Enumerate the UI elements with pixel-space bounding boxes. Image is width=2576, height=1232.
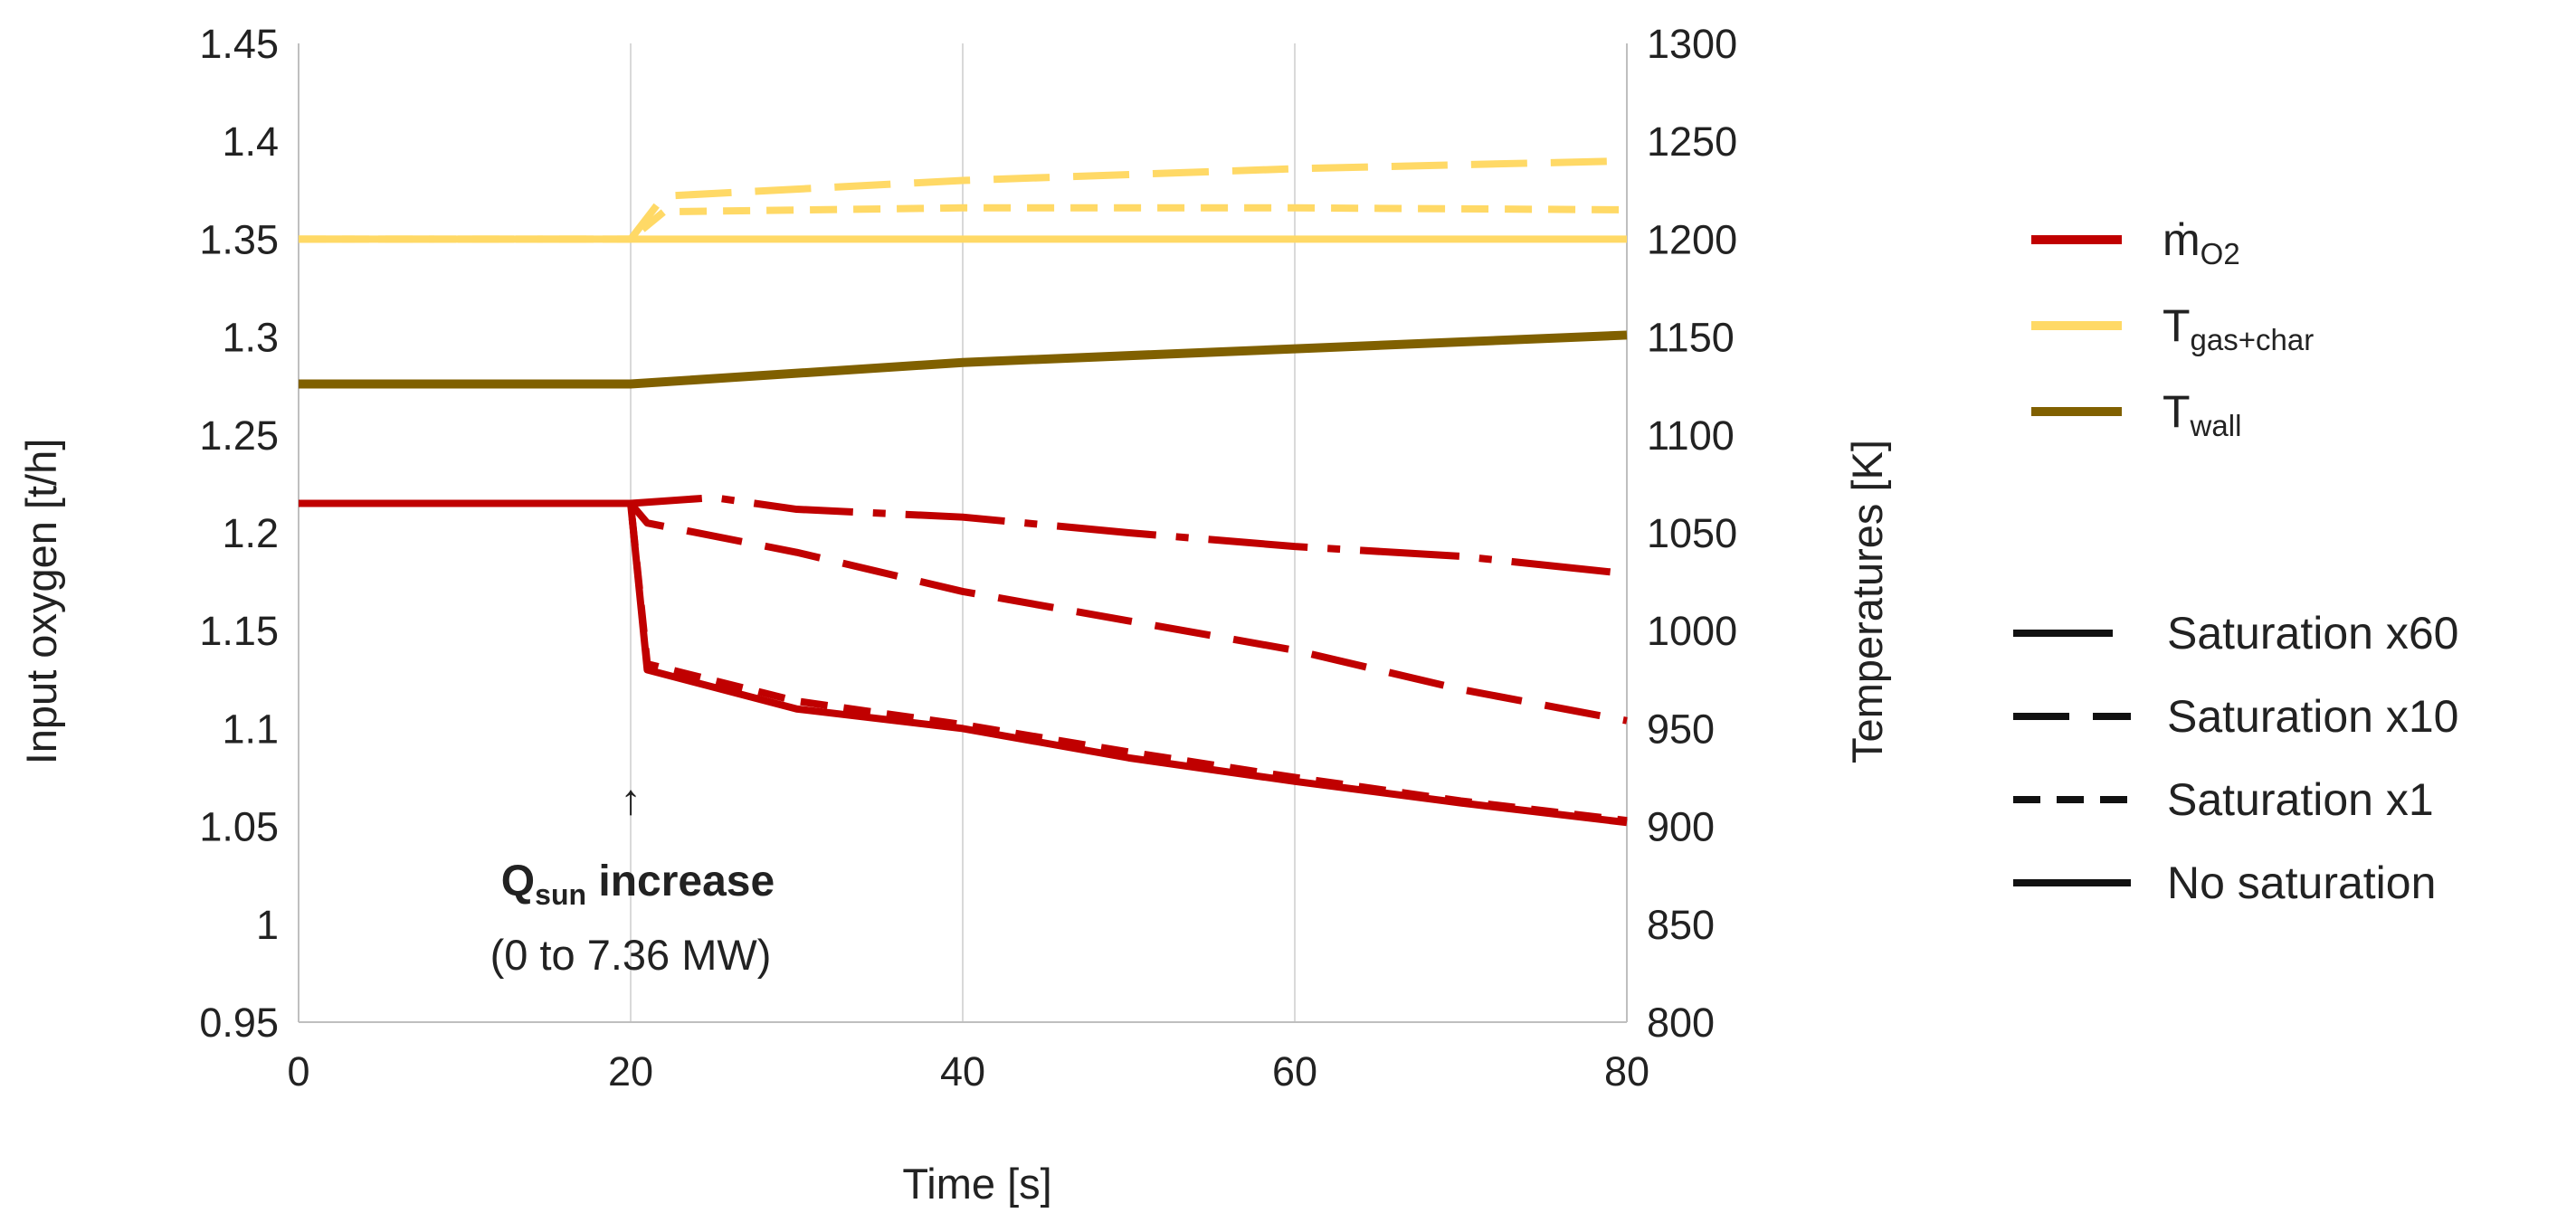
- y-left-tick-label-6: 1.25: [199, 412, 279, 459]
- x-tick-label-3: 60: [1272, 1048, 1317, 1095]
- series-t_gas_char-x10: [299, 156, 1628, 243]
- y-right-tick-label-8: 1200: [1647, 216, 1737, 262]
- y-left-tick-label-5: 1.2: [222, 510, 279, 556]
- legend-label-sub-m_o2: O2: [2201, 237, 2240, 270]
- y-left-tick-label-0: 0.95: [199, 1000, 279, 1046]
- y-right-tick-label-10: 1300: [1647, 21, 1737, 67]
- x-tick-label-0: 0: [287, 1048, 309, 1095]
- y-right-tick-label-0: 800: [1647, 1000, 1715, 1046]
- x-axis-title: Time [s]: [902, 1160, 1051, 1208]
- legend-label-t_wall: Twall: [2163, 386, 2241, 442]
- style-legend-label-none: No saturation: [2167, 858, 2436, 908]
- style-legend-label-x1: Saturation x1: [2167, 774, 2434, 825]
- y-right-tick-label-5: 1050: [1647, 510, 1737, 556]
- y-left-tick-label-1: 1: [256, 902, 279, 948]
- x-tick-label-1: 20: [608, 1048, 653, 1095]
- annotation-title: Qsun increase: [501, 858, 775, 911]
- y-right-tick-label-3: 950: [1647, 706, 1715, 752]
- legend-label-t_gas_char: Tgas+char: [2163, 300, 2314, 356]
- x-tick-label-4: 80: [1604, 1048, 1649, 1095]
- y-right-tick-label-1: 850: [1647, 902, 1715, 948]
- annotation: ↑ Qsun increase (0 to 7.36 MW): [490, 775, 775, 979]
- legend-label-main-t_wall: T: [2163, 386, 2191, 437]
- series-m_o2-x60: [299, 494, 1611, 576]
- grid-lines: [298, 43, 1628, 1022]
- legend-label-main-t_gas_char: T: [2163, 300, 2191, 351]
- legend-label-m_o2: ṁO2: [2163, 214, 2240, 270]
- y-right-tick-label-6: 1100: [1647, 412, 1735, 459]
- y-left-tick-label-8: 1.35: [199, 216, 279, 262]
- legend-label-main-m_o2: ṁ: [2163, 214, 2201, 265]
- y-left-tick-label-10: 1.45: [199, 21, 279, 67]
- legend-label-sub-t_wall: wall: [2190, 409, 2242, 442]
- y-axis-left-title: Input oxygen [t/h]: [17, 439, 65, 765]
- y-left-tick-label-3: 1.1: [222, 706, 279, 752]
- series-t_wall-none: [299, 330, 1628, 389]
- y-right-tick-label-7: 1150: [1647, 315, 1735, 361]
- data-series: [299, 156, 1628, 827]
- style-legend-label-x10: Saturation x10: [2167, 691, 2458, 742]
- x-tick-label-2: 40: [940, 1048, 985, 1095]
- style-legend-label-x60: Saturation x60: [2167, 608, 2458, 659]
- annotation-q: Q: [501, 858, 535, 905]
- y-right-tick-label-9: 1250: [1647, 118, 1737, 165]
- y-left-tick-label-9: 1.4: [222, 118, 279, 165]
- style-legend: Saturation x60 Saturation x10 Saturation x…: [2013, 608, 2458, 908]
- y-axis-right-title: Temperatures [K]: [1843, 440, 1891, 763]
- y-left-tick-label-7: 1.3: [222, 315, 279, 361]
- y-left-tick-label-2: 1.05: [199, 804, 279, 850]
- annotation-range: (0 to 7.36 MW): [490, 931, 772, 979]
- series-m_o2-x1: [299, 499, 1628, 825]
- annotation-q-sub: sun: [535, 878, 586, 911]
- series-m_o2-x10: [299, 499, 1628, 725]
- y-left-tick-label-4: 1.15: [199, 608, 279, 654]
- annotation-rest: increase: [586, 858, 775, 905]
- y-right-tick-label-4: 1000: [1647, 608, 1737, 654]
- tick-labels: 0 20 40 60 80 0.95 1 1.05 1.1 1.15 1.2 1.25 1.3 1.35 1…: [199, 21, 1737, 1095]
- legend-label-sub-t_gas_char: gas+char: [2191, 323, 2315, 356]
- axes: [298, 43, 1628, 1023]
- annotation-arrow: ↑: [620, 775, 642, 823]
- y-right-tick-label-2: 900: [1647, 804, 1715, 850]
